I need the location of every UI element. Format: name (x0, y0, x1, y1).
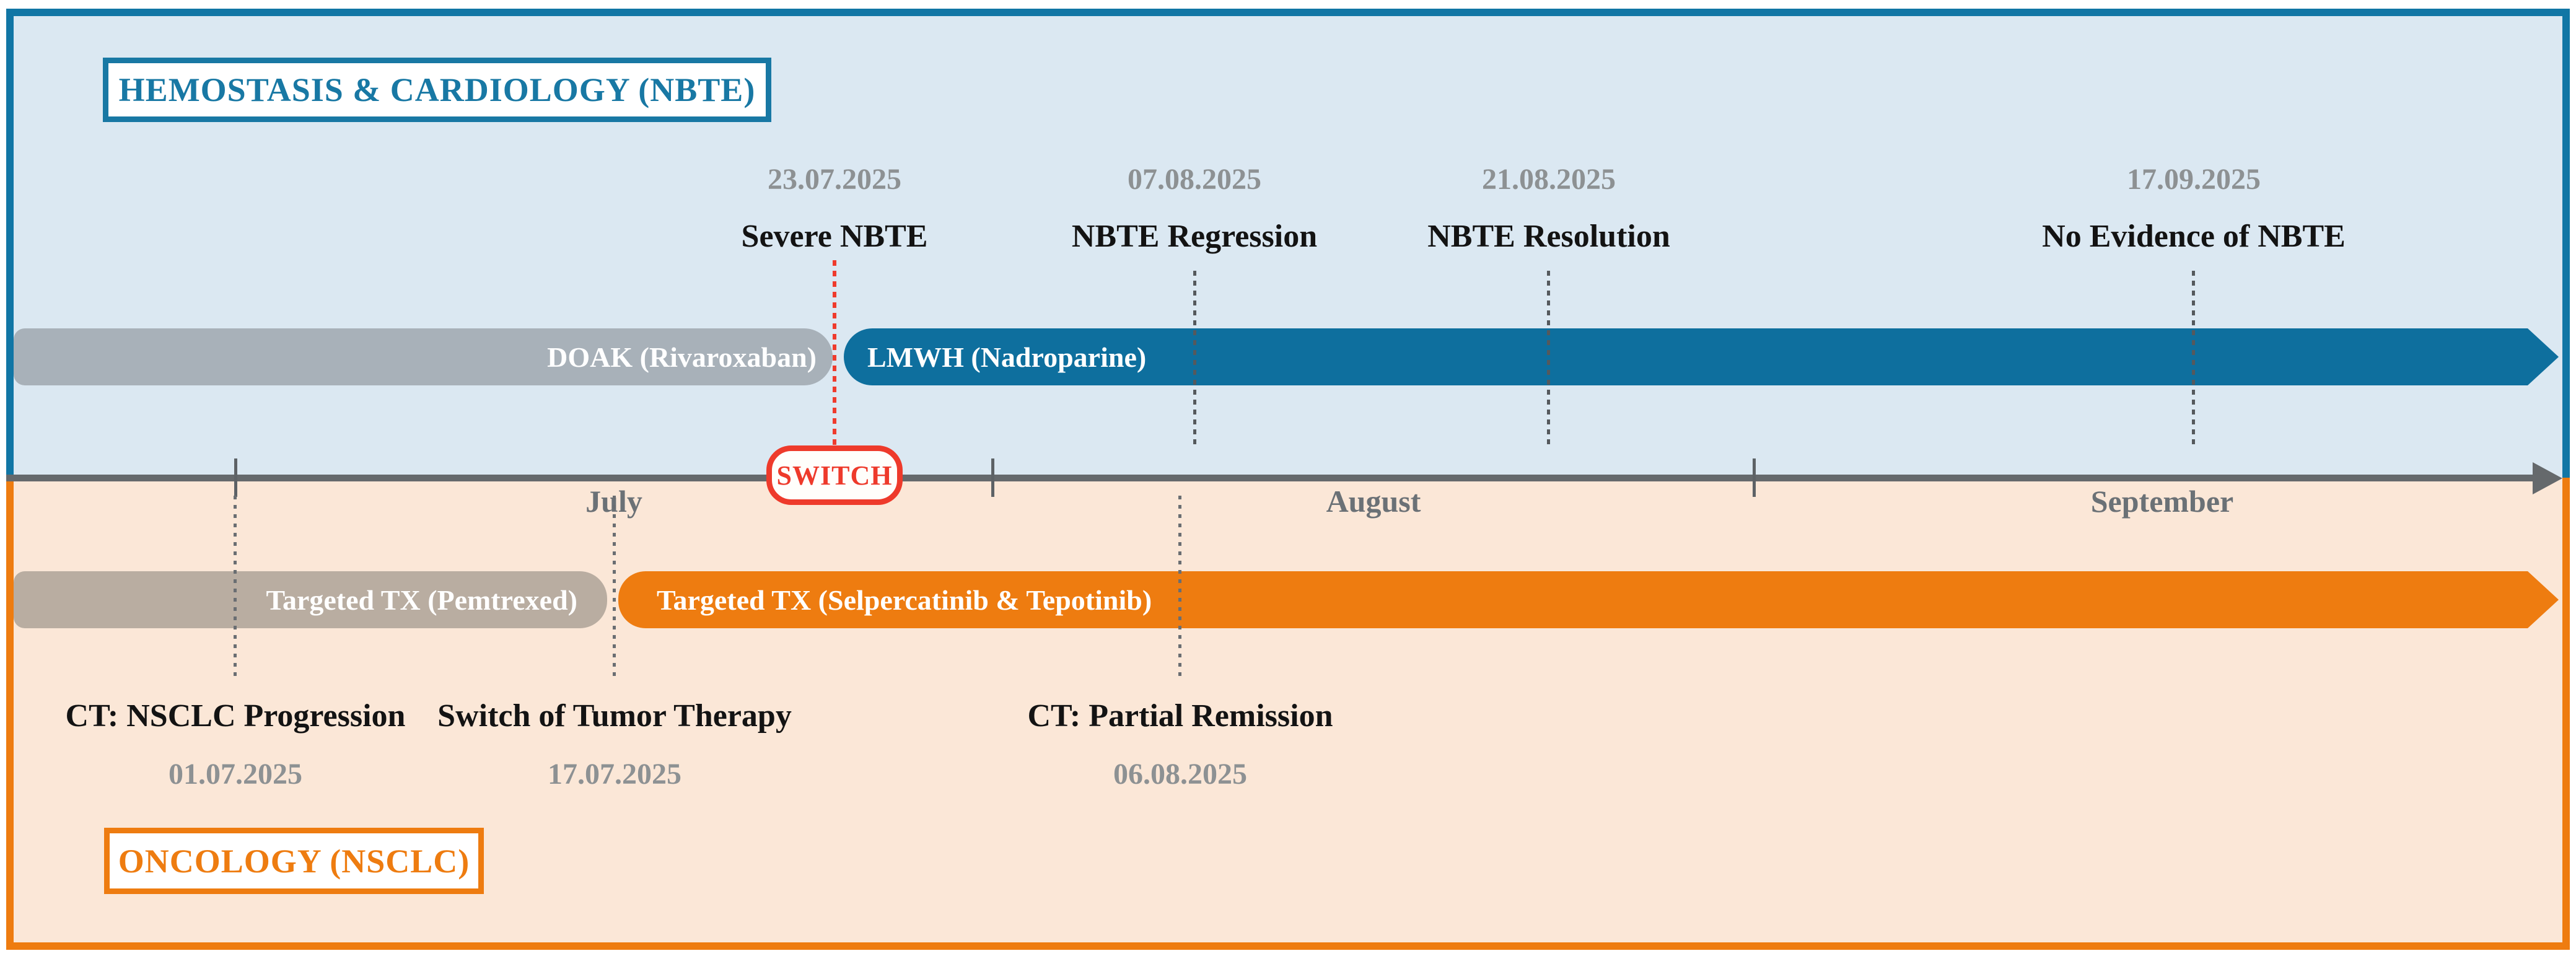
event-label-switch-tumor-therapy: Switch of Tumor Therapy (437, 698, 792, 734)
selpercatinib-arrow-tip (2528, 571, 2559, 628)
bar-lmwh-label: LMWH (Nadroparine) (867, 341, 1147, 373)
connector-nsclc-progression (234, 496, 237, 678)
event-date-no-evidence-nbte: 17.09.2025 (2127, 163, 2261, 196)
event-label-nbte-resolution: NBTE Resolution (1427, 219, 1670, 254)
connector-nbte-regression (1193, 271, 1196, 445)
connector-switch-red-line (833, 260, 836, 445)
event-label-no-evidence-nbte: No Evidence of NBTE (2042, 219, 2346, 254)
hemostasis-title-label: HEMOSTASIS & CARDIOLOGY (NBTE) (118, 71, 756, 108)
oncology-title-label: ONCOLOGY (NSCLC) (118, 842, 470, 880)
bar-pemtrexed-label: Targeted TX (Pemtrexed) (266, 584, 577, 616)
month-label-september: September (2090, 484, 2234, 519)
event-label-partial-remission: CT: Partial Remission (1027, 698, 1333, 734)
event-date-nbte-resolution: 21.08.2025 (1482, 163, 1616, 196)
hemostasis-title-box: HEMOSTASIS & CARDIOLOGY (NBTE) (103, 58, 771, 122)
connector-no-evidence-of-nbte (2192, 271, 2195, 445)
event-label-nbte-regression: NBTE Regression (1071, 219, 1318, 254)
event-date-partial-remission: 06.08.2025 (1113, 758, 1247, 791)
bar-targeted-tx-pemtrexed: Targeted TX (Pemtrexed) (14, 571, 607, 628)
tick-july (234, 458, 237, 497)
bar-doak-label: DOAK (Rivaroxaban) (547, 341, 817, 373)
month-label-august: August (1326, 484, 1421, 519)
connector-switch-tumor-therapy (613, 496, 616, 678)
event-date-nsclc-progression: 01.07.2025 (169, 758, 302, 791)
connector-partial-remission (1178, 496, 1181, 678)
tick-september (1753, 458, 1756, 497)
event-date-severe-nbte: 23.07.2025 (768, 163, 901, 196)
time-axis-arrowhead-icon (2533, 462, 2562, 494)
switch-badge-label: SWITCH (776, 460, 893, 491)
event-date-nbte-regression: 07.08.2025 (1128, 163, 1261, 196)
time-axis (6, 475, 2535, 481)
bar-targeted-tx-selpercatinib: Targeted TX (Selpercatinib & Tepotinib) (618, 571, 2528, 628)
bar-lmwh-nadroparine: LMWH (Nadroparine) (844, 328, 2528, 385)
oncology-title-box: ONCOLOGY (NSCLC) (104, 828, 484, 894)
tick-august (991, 458, 994, 497)
event-label-severe-nbte: Severe NBTE (741, 219, 928, 254)
lmwh-arrow-tip (2528, 328, 2559, 385)
event-label-nsclc-progression: CT: NSCLC Progression (65, 698, 406, 734)
bar-doak-rivaroxaban: DOAK (Rivaroxaban) (14, 328, 833, 385)
bar-selpercatinib-label: Targeted TX (Selpercatinib & Tepotinib) (657, 584, 1152, 616)
event-date-switch-tumor-therapy: 17.07.2025 (548, 758, 681, 791)
switch-badge: SWITCH (766, 445, 903, 505)
connector-nbte-resolution (1547, 271, 1550, 445)
